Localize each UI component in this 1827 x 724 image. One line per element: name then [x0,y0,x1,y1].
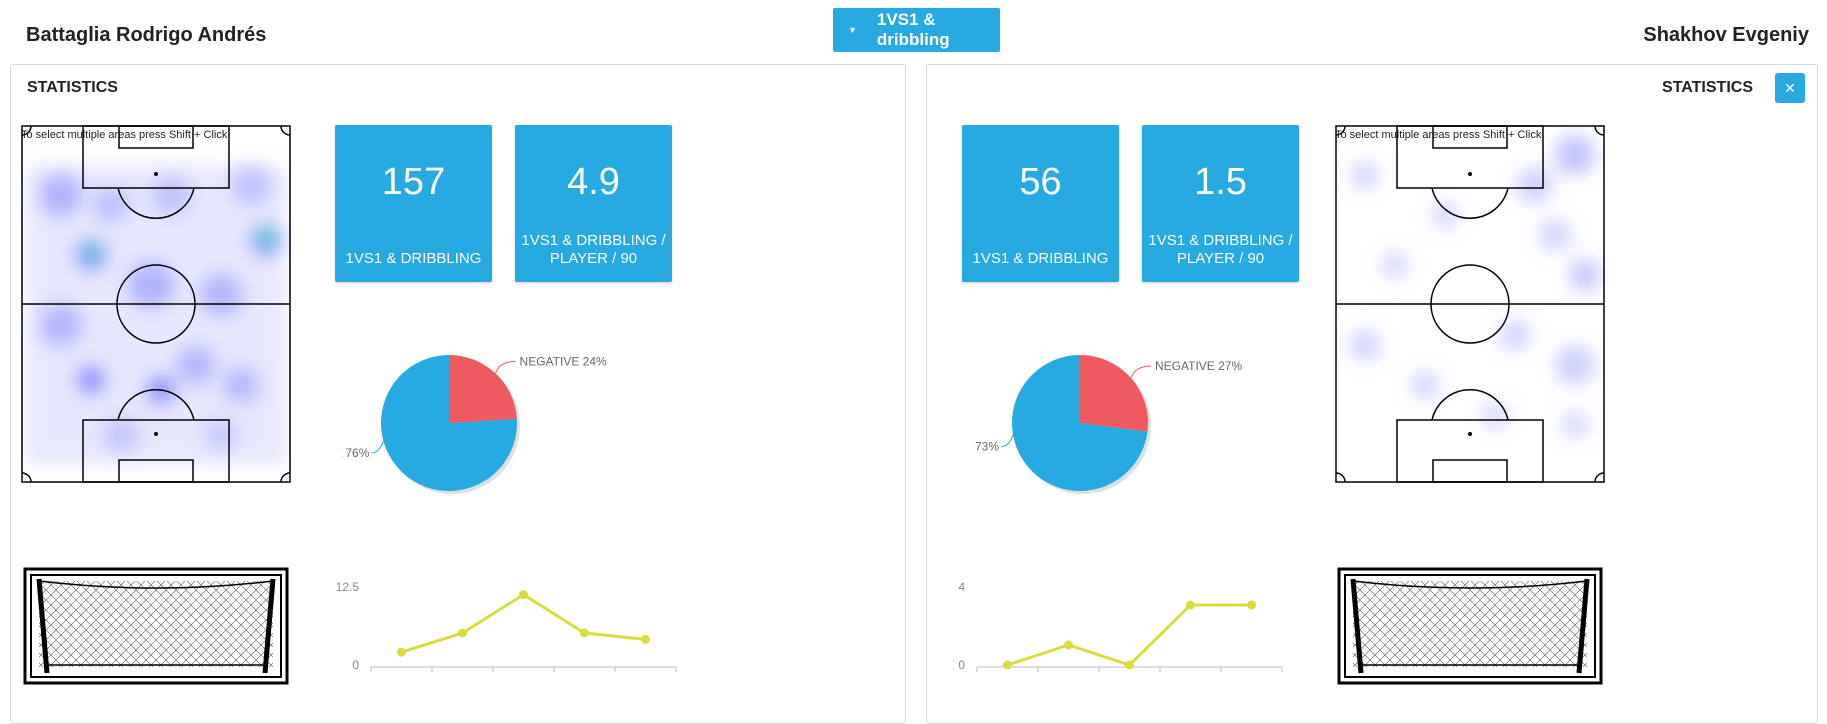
negative-connector [1130,365,1152,379]
heatmap-pitch[interactable] [1335,125,1605,483]
data-point[interactable] [641,634,650,644]
data-point[interactable] [1247,600,1256,610]
stat-card-total: 56 1VS1 & DRIBBLING [962,125,1119,282]
data-point[interactable] [1003,660,1012,670]
data-point[interactable] [458,628,467,638]
stat-value: 4.9 [567,161,620,203]
heatmap-layer [1349,135,1601,439]
pie-slice-positive[interactable] [1012,355,1148,491]
pitch-hint: To select multiple areas press Shift + C… [1335,129,1542,141]
close-icon: ✕ [1784,79,1796,96]
close-panel-button[interactable]: ✕ [1775,73,1805,103]
y-min-label: 0 [352,658,359,672]
right-player-name: Shakhov Evgeniy [1643,24,1809,46]
panel-title: STATISTICS [27,79,118,96]
data-point[interactable] [1125,660,1134,670]
pie-slice-negative[interactable] [1080,355,1148,432]
y-max-label: 4 [958,580,965,594]
stat-card-per90: 4.9 1VS1 & DRIBBLING / PLAYER / 90 [515,125,672,282]
heatmap-pitch[interactable] [21,125,291,483]
pie-chart: NEGATIVE 27% POSITIVE 73% [972,355,1242,494]
goal-net [39,581,273,667]
negative-connector [495,360,516,374]
goal-posts [1337,567,1603,685]
left-statistics-panel: STATISTICS [10,64,906,724]
stat-label: 1VS1 & DRIBBLING / PLAYER / 90 [1148,232,1293,267]
y-min-label: 0 [958,658,965,672]
heatmap-layer [26,165,286,465]
stat-card-total: 157 1VS1 & DRIBBLING [335,125,492,282]
caret-down-icon: ▼ [848,25,857,35]
goal-frame[interactable] [21,565,291,685]
data-point[interactable] [519,590,528,600]
y-max-label: 12.5 [336,580,360,594]
metric-dropdown[interactable]: ▼ 1VS1 & dribbling [833,8,1000,52]
left-player-name: Battaglia Rodrigo Andrés [26,24,267,46]
series-line [1007,603,1252,667]
positive-label: POSITIVE 76% [341,446,370,460]
goal-net [1353,581,1587,667]
data-point[interactable] [1064,640,1073,650]
stat-value: 157 [381,161,446,203]
stat-label: 1VS1 & DRIBBLING / PLAYER / 90 [521,232,666,267]
stat-card-per90: 1.5 1VS1 & DRIBBLING / PLAYER / 90 [1142,125,1299,282]
stat-value: 1.5 [1194,161,1247,203]
stat-value: 56 [1019,161,1062,203]
line-chart: 4 0 [958,580,1283,672]
positive-label: POSITIVE 73% [972,440,999,454]
negative-label: NEGATIVE 24% [520,354,607,368]
stat-label: 1VS1 & DRIBBLING [345,250,482,267]
pitch-lines [21,125,291,483]
panel-title: STATISTICS [1662,79,1753,96]
pitch-hint: To select multiple areas press Shift + C… [21,129,228,141]
pitch-lines [1335,125,1605,483]
pie-slice-negative[interactable] [449,355,517,423]
line-chart: 12.5 0 [336,580,677,672]
right-statistics-panel: STATISTICS ✕ 56 1VS1 & DRIBBLING 1.5 1VS… [926,64,1818,724]
series-line [401,592,646,654]
positive-connector [371,440,384,454]
stat-label: 1VS1 & DRIBBLING [972,250,1109,267]
negative-label: NEGATIVE 27% [1155,359,1242,373]
data-point[interactable] [1186,600,1195,610]
pie-chart: NEGATIVE 24% POSITIVE 76% [341,354,607,494]
goal-posts [23,567,289,685]
goal-frame[interactable] [1335,565,1605,685]
positive-connector [1000,434,1014,448]
data-point[interactable] [397,647,406,657]
data-point[interactable] [580,628,589,638]
dropdown-label: 1VS1 & dribbling [876,10,950,49]
